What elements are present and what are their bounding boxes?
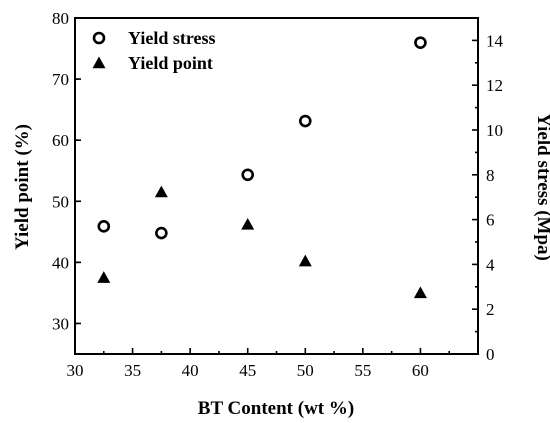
- x-axis-title: BT Content (wt %): [198, 398, 354, 419]
- right-y-tick-label: 10: [486, 121, 503, 140]
- left-y-tick-label: 60: [52, 131, 69, 150]
- yield-point-marker: [154, 185, 168, 198]
- right-y-tick-label: 12: [486, 76, 503, 95]
- yield-point-marker: [413, 286, 427, 299]
- x-axis-ticks: 30 35 40 45 50 55 60: [67, 348, 451, 380]
- yield-point-marker: [241, 217, 255, 230]
- left-y-tick-label: 40: [52, 253, 69, 272]
- x-tick-label: 55: [354, 361, 371, 380]
- legend-marker: [92, 31, 106, 45]
- yield-stress-point: [298, 114, 312, 128]
- right-y-tick-label: 0: [486, 345, 495, 364]
- left-y-axis-title: Yield point (%): [12, 124, 33, 250]
- right-y-tick-label: 2: [486, 300, 495, 319]
- right-y-tick-label: 14: [486, 31, 504, 50]
- x-tick-label: 50: [297, 361, 314, 380]
- yield-stress-point: [97, 220, 111, 233]
- legend-label: Yield point: [128, 53, 213, 73]
- yield-stress-point: [241, 168, 255, 182]
- left-y-tick-label: 70: [52, 70, 69, 89]
- x-tick-label: 35: [124, 361, 141, 380]
- legend-label: Yield stress: [128, 28, 216, 48]
- legend-marker: [92, 56, 106, 69]
- right-y-axis-ticks: 0 2 4 6 8 10 12 14: [472, 31, 504, 364]
- x-tick-label: 40: [182, 361, 199, 380]
- left-y-tick-label: 50: [52, 192, 69, 211]
- right-y-tick-label: 6: [486, 211, 495, 230]
- yield-stress-point: [414, 36, 427, 49]
- yield-point-marker: [298, 254, 312, 267]
- x-tick-label: 60: [412, 361, 429, 380]
- left-y-tick-label: 80: [52, 9, 69, 28]
- data-points: [97, 36, 427, 299]
- right-y-tick-label: 4: [486, 255, 495, 274]
- yield-stress-point: [155, 226, 168, 240]
- right-y-axis-title: Yield stress (Mpa): [533, 113, 550, 261]
- x-tick-label: 45: [239, 361, 256, 380]
- left-y-tick-label: 30: [52, 314, 69, 333]
- yield-point-marker: [97, 271, 111, 283]
- left-y-axis-ticks: 30 40 50 60 70 80: [52, 9, 81, 333]
- right-y-tick-label: 8: [486, 166, 495, 185]
- x-tick-label: 30: [67, 361, 84, 380]
- legend: Yield stress Yield point: [92, 28, 216, 73]
